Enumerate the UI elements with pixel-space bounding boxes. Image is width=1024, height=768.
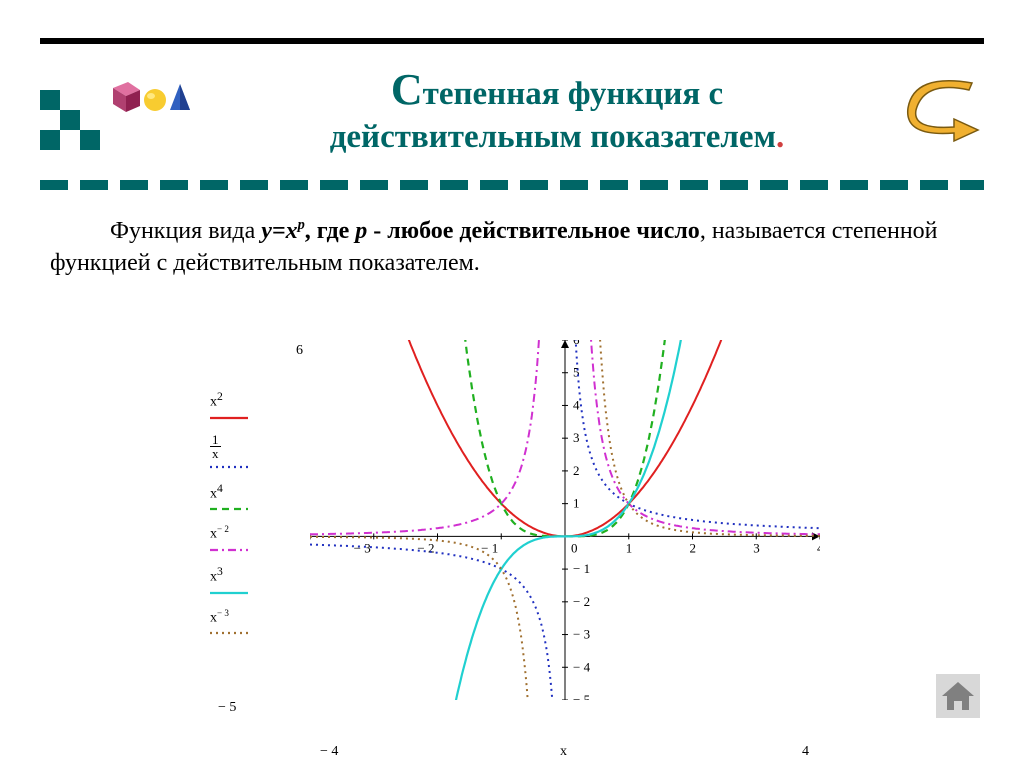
formula-p: р [298, 217, 305, 233]
legend-item: x4 [210, 482, 248, 519]
legend-item: x− 2 [210, 524, 248, 559]
legend-item: x2 [210, 390, 248, 427]
svg-text:− 5: − 5 [573, 692, 590, 700]
dashed-rule [40, 180, 984, 190]
legend-label: x− 3 [210, 608, 248, 627]
svg-text:− 1: − 1 [481, 540, 498, 555]
body-t3: - любое действительное число [367, 218, 700, 244]
top-rule [40, 38, 984, 44]
svg-text:0: 0 [571, 540, 578, 555]
svg-text:4: 4 [817, 540, 820, 555]
title-cap: С [391, 65, 423, 114]
svg-text:5: 5 [573, 365, 580, 380]
svg-text:− 2: − 2 [573, 594, 590, 609]
power-function-chart: − 4− 3− 2− 101234− 5− 4− 3− 2− 1123456 [310, 340, 820, 700]
page-title: Степенная функция с действительным показ… [220, 62, 894, 158]
legend-label: x2 [210, 390, 248, 411]
body-t1: Функция вида [110, 218, 261, 244]
svg-text:3: 3 [573, 430, 580, 445]
svg-text:3: 3 [753, 540, 760, 555]
x-axis-left: − 4 [320, 744, 338, 760]
checker-decoration [40, 90, 100, 150]
legend-swatch [210, 505, 248, 513]
legend-item: 1x [210, 433, 248, 476]
title-dot: . [776, 119, 784, 155]
formula-y: у=х [261, 218, 297, 244]
title-line2: действительным показателем [330, 119, 776, 155]
legend-label: x3 [210, 565, 248, 586]
body-paragraph: Функция вида у=хр, где р - любое действи… [50, 215, 974, 280]
svg-text:1: 1 [573, 496, 580, 511]
svg-text:1: 1 [626, 540, 633, 555]
shapes-3d-icon [108, 78, 198, 118]
svg-text:4: 4 [573, 397, 580, 412]
legend-swatch [210, 629, 248, 637]
svg-text:− 1: − 1 [573, 561, 590, 576]
title-line1: тепенная функция с [423, 76, 723, 112]
svg-text:− 4: − 4 [573, 659, 591, 674]
svg-text:− 3: − 3 [354, 540, 371, 555]
svg-text:− 2: − 2 [417, 540, 434, 555]
legend-swatch [210, 546, 248, 554]
svg-text:2: 2 [573, 463, 580, 478]
body-t2: , где [305, 218, 356, 244]
svg-text:2: 2 [690, 540, 697, 555]
chart-legend: x2 1x x4 x− 2 x3 x− 3 [210, 390, 248, 648]
legend-swatch [210, 463, 248, 471]
legend-label: x− 2 [210, 524, 248, 543]
x-axis-var: x [560, 744, 567, 760]
legend-label: 1x [210, 433, 248, 460]
body-p: р [355, 218, 367, 244]
svg-text:− 3: − 3 [573, 627, 590, 642]
curved-arrow-icon [904, 75, 984, 145]
x-axis-right: 4 [802, 744, 809, 760]
legend-swatch [210, 589, 248, 597]
legend-swatch [210, 414, 248, 422]
legend-top-6: 6 [296, 343, 303, 359]
legend-item: x3 [210, 565, 248, 602]
legend-bottom-neg5: − 5 [218, 700, 236, 716]
home-button[interactable] [936, 674, 980, 718]
legend-label: x4 [210, 482, 248, 503]
legend-item: x− 3 [210, 608, 248, 643]
